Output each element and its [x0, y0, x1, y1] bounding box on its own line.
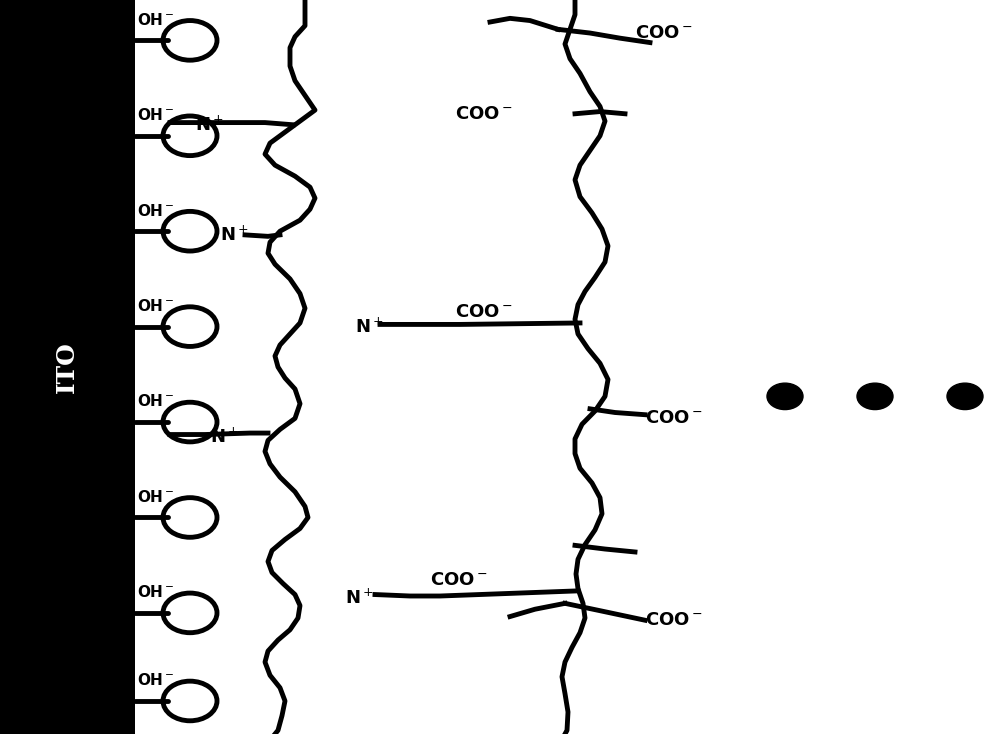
Circle shape	[947, 383, 983, 410]
Circle shape	[857, 383, 893, 410]
Text: OH$^-$: OH$^-$	[137, 107, 175, 123]
Bar	[0, 0, 135, 734]
Text: N$^+$: N$^+$	[220, 225, 249, 244]
Text: N$^+$: N$^+$	[345, 589, 374, 608]
Text: COO$^-$: COO$^-$	[430, 571, 488, 589]
Text: OH$^-$: OH$^-$	[137, 584, 175, 600]
Text: N$^+$: N$^+$	[355, 317, 384, 336]
Circle shape	[767, 383, 803, 410]
Text: OH$^-$: OH$^-$	[137, 672, 175, 688]
Text: N$^+$: N$^+$	[210, 427, 239, 446]
Text: COO$^-$: COO$^-$	[635, 24, 693, 42]
Text: COO$^-$: COO$^-$	[455, 105, 513, 123]
Text: OH$^-$: OH$^-$	[137, 203, 175, 219]
Text: OH$^-$: OH$^-$	[137, 489, 175, 505]
Text: ITO: ITO	[55, 341, 79, 393]
Text: COO$^-$: COO$^-$	[645, 611, 703, 629]
Text: OH$^-$: OH$^-$	[137, 12, 175, 28]
Text: OH$^-$: OH$^-$	[137, 393, 175, 410]
Text: OH$^-$: OH$^-$	[137, 298, 175, 314]
Text: COO$^-$: COO$^-$	[455, 303, 513, 321]
Text: N$^+$: N$^+$	[195, 115, 224, 134]
Text: COO$^-$: COO$^-$	[645, 410, 703, 427]
